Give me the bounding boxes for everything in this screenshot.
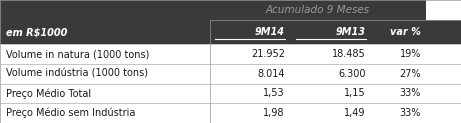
Text: Volume indústria (1000 tons): Volume indústria (1000 tons) (6, 69, 148, 79)
Text: 8.014: 8.014 (257, 69, 285, 79)
Text: 1,53: 1,53 (263, 88, 285, 99)
Text: 21.952: 21.952 (251, 49, 285, 59)
Text: 1,15: 1,15 (344, 88, 366, 99)
Bar (0, 20, 461, 44)
Text: var %: var % (390, 27, 421, 37)
Bar (0, 84, 461, 103)
Text: 1,98: 1,98 (263, 108, 285, 118)
Text: 1,49: 1,49 (344, 108, 366, 118)
Text: 33%: 33% (400, 88, 421, 99)
Text: Volume in natura (1000 tons): Volume in natura (1000 tons) (6, 49, 149, 59)
Text: Preço Médio sem Indústria: Preço Médio sem Indústria (6, 108, 135, 118)
Text: 33%: 33% (400, 108, 421, 118)
Text: Preço Médio Total: Preço Médio Total (6, 88, 91, 99)
Bar (0, 0, 210, 20)
Bar (0, 64, 461, 84)
Text: 9M13: 9M13 (336, 27, 366, 37)
Text: 19%: 19% (400, 49, 421, 59)
Text: 6.300: 6.300 (338, 69, 366, 79)
Bar (210, 0, 426, 20)
Text: 27%: 27% (399, 69, 421, 79)
Text: 9M14: 9M14 (255, 27, 285, 37)
Text: 18.485: 18.485 (332, 49, 366, 59)
Text: em R$1000: em R$1000 (6, 27, 67, 37)
Text: Acumulado 9 Meses: Acumulado 9 Meses (266, 5, 370, 15)
Bar (0, 44, 461, 64)
Bar (0, 103, 461, 123)
